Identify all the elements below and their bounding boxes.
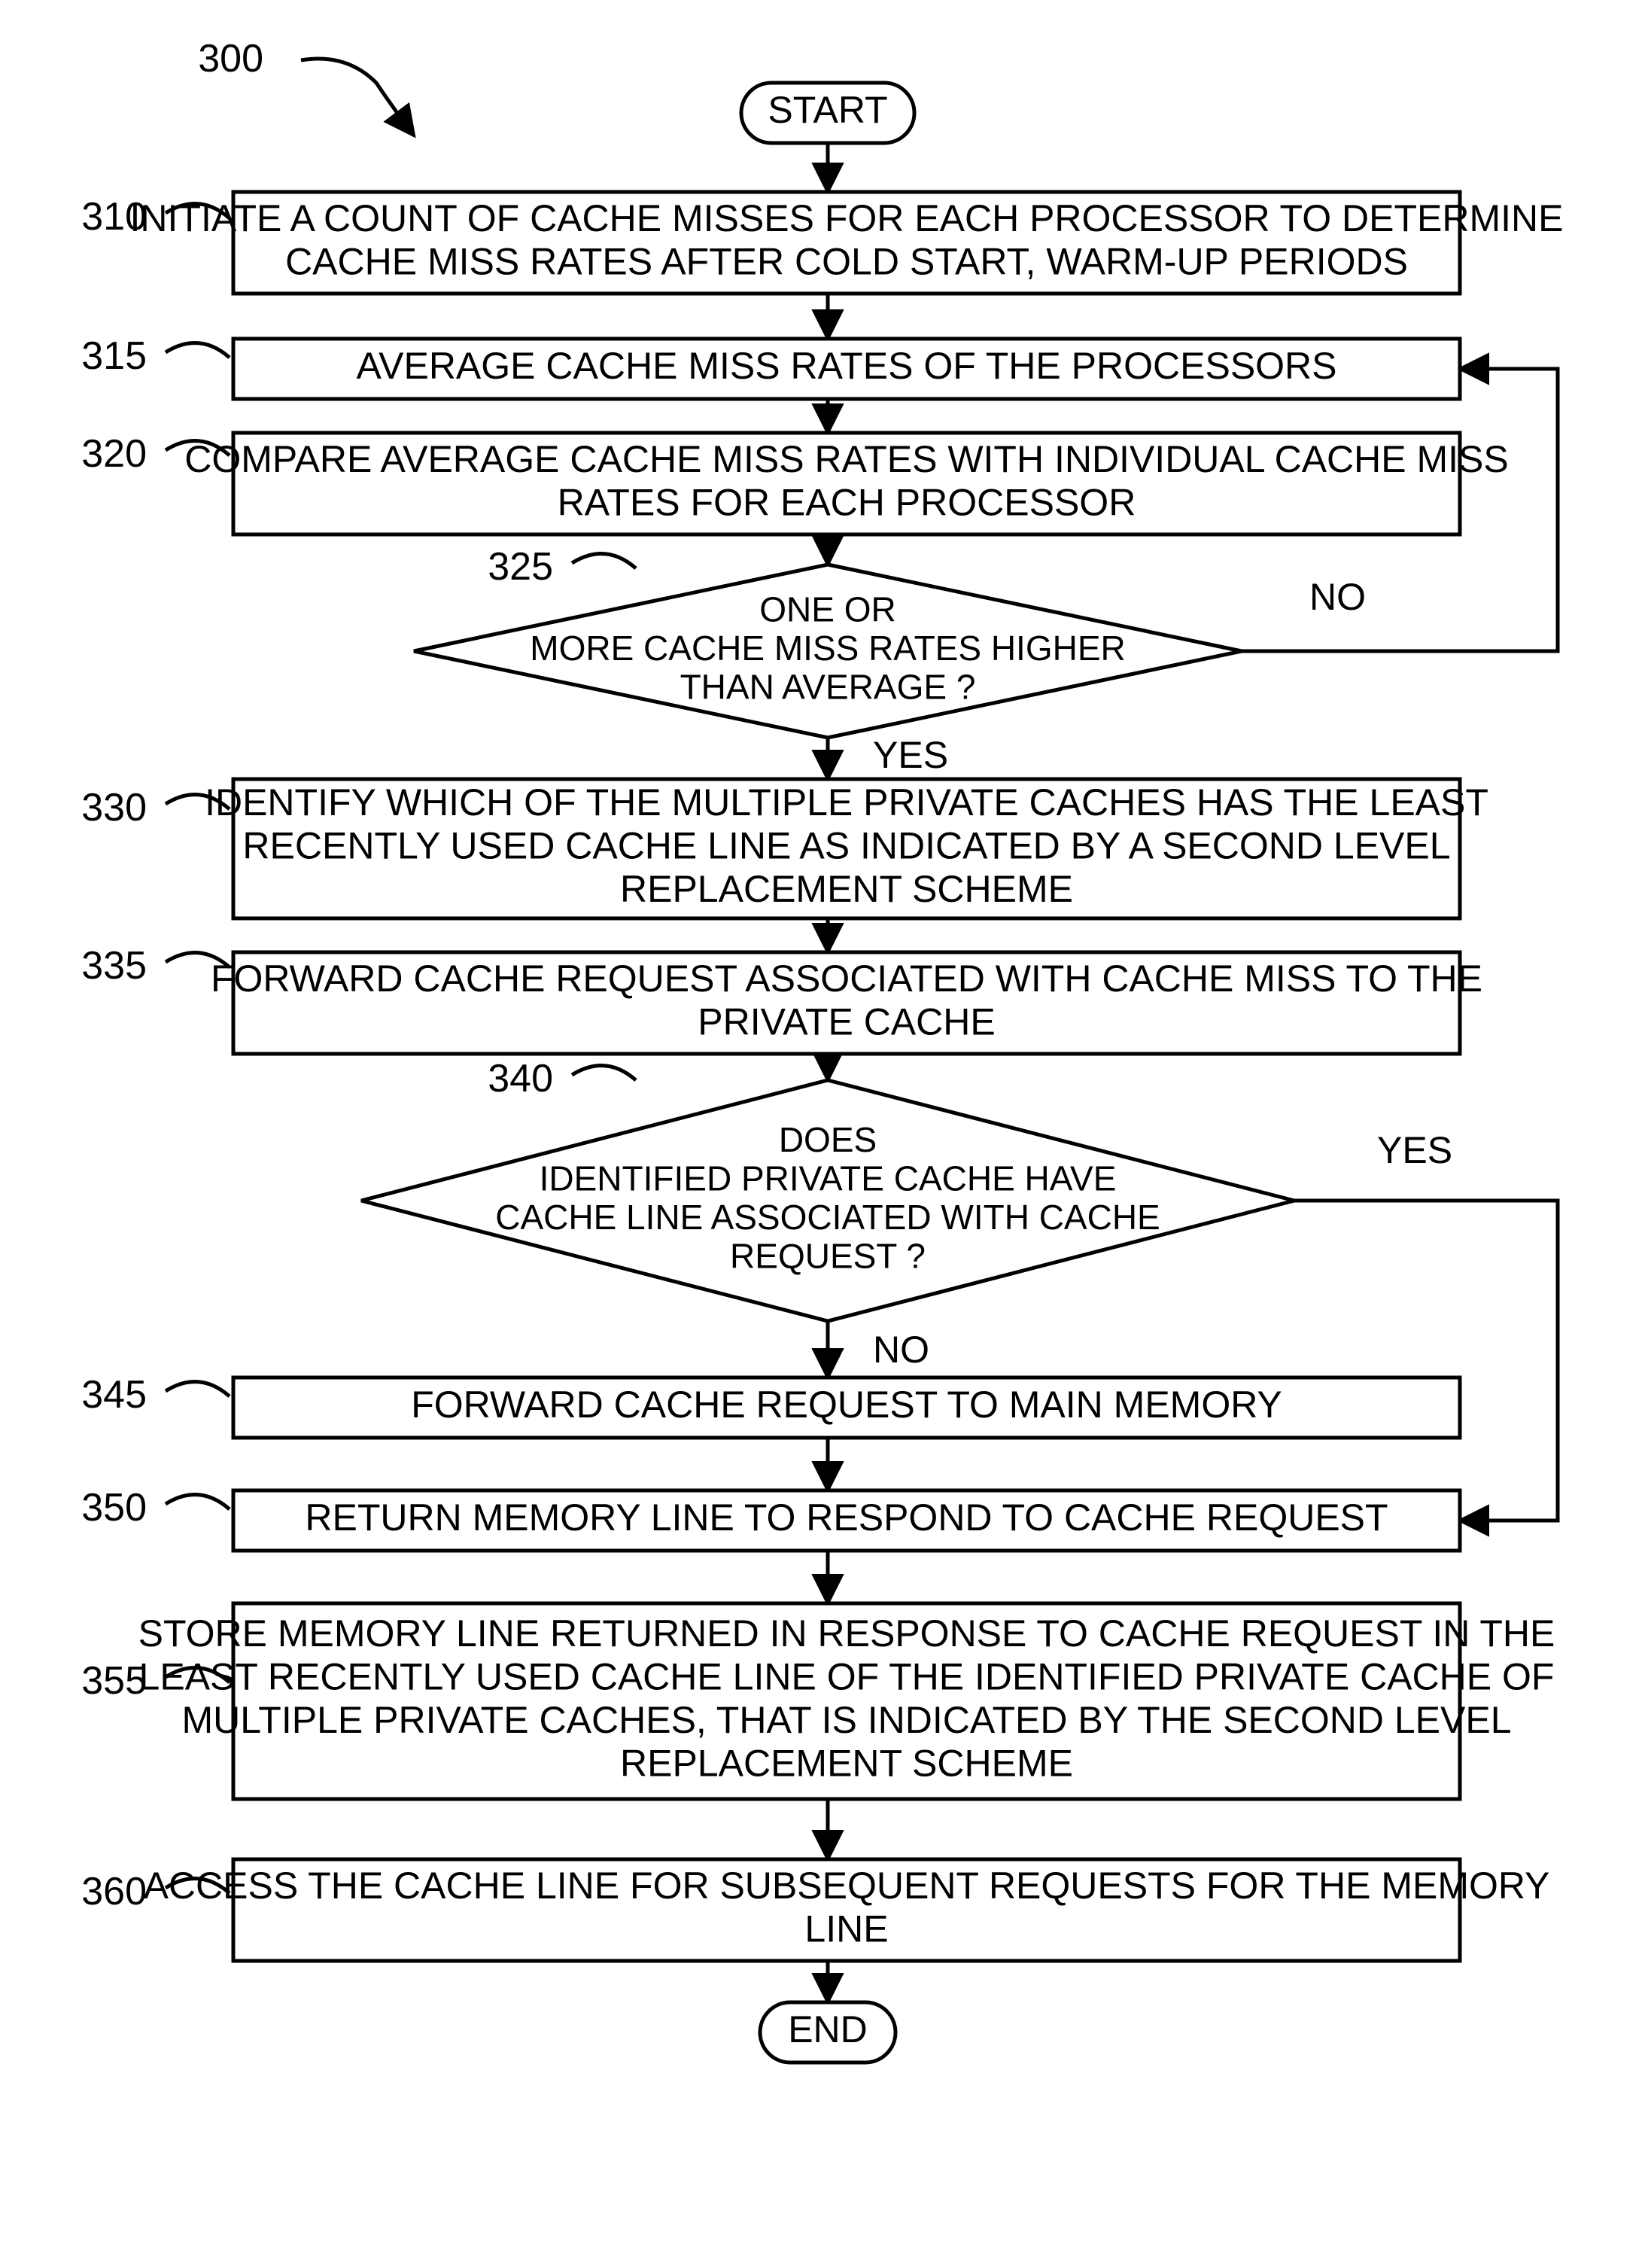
ref-label-340: 340 (488, 1057, 553, 1101)
p330-text: IDENTIFY WHICH OF THE MULTIPLE PRIVATE C… (205, 781, 1488, 823)
end-terminal-text: END (788, 2008, 868, 2050)
d325-text: THAN AVERAGE ? (680, 668, 976, 707)
p315-text: AVERAGE CACHE MISS RATES OF THE PROCESSO… (356, 345, 1336, 387)
d340-text: IDENTIFIED PRIVATE CACHE HAVE (540, 1158, 1117, 1198)
p355-text: STORE MEMORY LINE RETURNED IN RESPONSE T… (138, 1612, 1555, 1655)
ref-label-325: 325 (488, 545, 553, 589)
ref-label-335: 335 (81, 944, 147, 988)
d325-no-label: NO (1309, 576, 1366, 618)
d340-text: DOES (779, 1120, 877, 1159)
p360-text: LINE (804, 1907, 888, 1950)
ref-label-350: 350 (81, 1486, 147, 1530)
ref-arc-315 (166, 343, 230, 358)
ref-arc-340 (572, 1066, 636, 1080)
d340-yes-label: YES (1377, 1129, 1452, 1171)
p335-text: PRIVATE CACHE (698, 1000, 995, 1043)
d325-yes-label: YES (873, 734, 948, 776)
ref-arc-345 (166, 1382, 230, 1396)
d340-no-label: NO (873, 1329, 929, 1371)
p355-text: MULTIPLE PRIVATE CACHES, THAT IS INDICAT… (181, 1699, 1511, 1741)
d340-text: CACHE LINE ASSOCIATED WITH CACHE (495, 1198, 1160, 1237)
polyconnector-1 (1294, 1201, 1558, 1521)
p330-text: RECENTLY USED CACHE LINE AS INDICATED BY… (242, 825, 1450, 867)
ref-label-315: 315 (81, 334, 147, 378)
ref-label-355: 355 (81, 1659, 147, 1703)
p335-text: FORWARD CACHE REQUEST ASSOCIATED WITH CA… (211, 957, 1482, 1000)
p360-text: ACCESS THE CACHE LINE FOR SUBSEQUENT REQ… (144, 1865, 1550, 1907)
p310-text: INITIATE A COUNT OF CACHE MISSES FOR EAC… (130, 197, 1564, 239)
d340-text: REQUEST ? (730, 1236, 926, 1275)
p350-text: RETURN MEMORY LINE TO RESPOND TO CACHE R… (305, 1496, 1388, 1539)
ref-arc-325 (572, 554, 636, 568)
figure-number: 300 (198, 37, 263, 81)
p310-text: CACHE MISS RATES AFTER COLD START, WARM-… (285, 240, 1408, 282)
p330-text: REPLACEMENT SCHEME (620, 868, 1073, 910)
start-terminal-text: START (768, 89, 887, 131)
ref-label-310: 310 (81, 195, 147, 239)
p320-text: COMPARE AVERAGE CACHE MISS RATES WITH IN… (184, 438, 1509, 480)
d325-text: MORE CACHE MISS RATES HIGHER (530, 629, 1125, 668)
ref-label-320: 320 (81, 432, 147, 476)
ref-label-330: 330 (81, 786, 147, 830)
flowchart-canvas: START END INITIATE A COUNT OF CACHE MISSES… (0, 0, 1645, 2268)
figure-number-arc (301, 59, 414, 135)
ref-label-345: 345 (81, 1373, 147, 1417)
ref-arc-350 (166, 1495, 230, 1509)
p345-text: FORWARD CACHE REQUEST TO MAIN MEMORY (411, 1384, 1282, 1426)
p320-text: RATES FOR EACH PROCESSOR (558, 481, 1136, 523)
ref-label-360: 360 (81, 1870, 147, 1913)
d325-text: ONE OR (759, 590, 895, 629)
p355-text: REPLACEMENT SCHEME (620, 1742, 1073, 1784)
p355-text: LEAST RECENTLY USED CACHE LINE OF THE ID… (139, 1655, 1555, 1697)
